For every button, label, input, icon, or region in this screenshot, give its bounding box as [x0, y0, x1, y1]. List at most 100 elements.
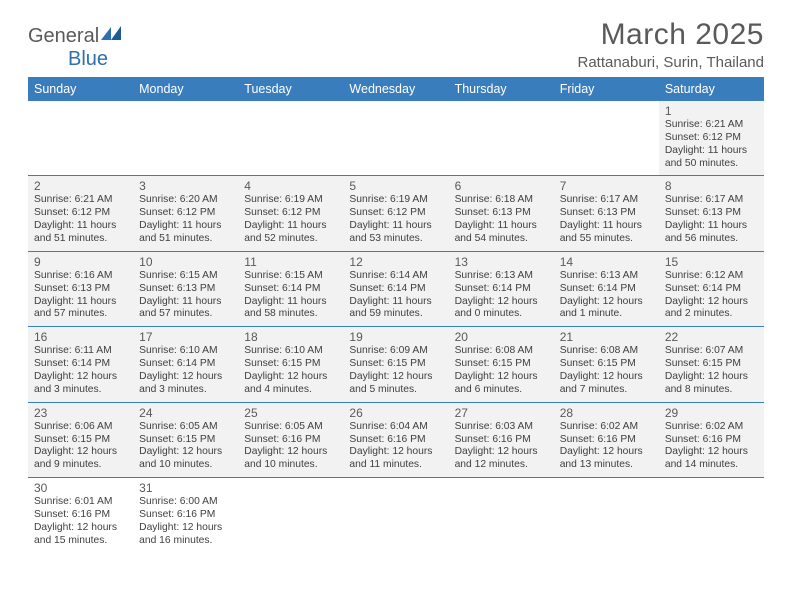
calendar-day-cell: 14Sunrise: 6:13 AM Sunset: 6:14 PM Dayli…	[554, 252, 659, 326]
logo-word-blue: Blue	[68, 48, 108, 70]
logo: GeneralBlue	[28, 24, 123, 71]
calendar-day-cell: 15Sunrise: 6:12 AM Sunset: 6:14 PM Dayli…	[659, 252, 764, 326]
calendar-day-cell: 3Sunrise: 6:20 AM Sunset: 6:12 PM Daylig…	[133, 176, 238, 250]
day-number: 7	[560, 179, 653, 193]
day-number: 17	[139, 330, 232, 344]
day-number: 5	[349, 179, 442, 193]
calendar-empty-cell	[554, 101, 659, 175]
day-number: 13	[455, 255, 548, 269]
weekday-header: Friday	[554, 77, 659, 101]
day-number: 6	[455, 179, 548, 193]
location-text: Rattanaburi, Surin, Thailand	[577, 54, 764, 71]
day-detail-text: Sunrise: 6:05 AM Sunset: 6:16 PM Dayligh…	[244, 421, 337, 472]
day-detail-text: Sunrise: 6:19 AM Sunset: 6:12 PM Dayligh…	[244, 194, 337, 245]
day-number: 9	[34, 255, 127, 269]
day-number: 20	[455, 330, 548, 344]
day-number: 2	[34, 179, 127, 193]
calendar-day-cell: 7Sunrise: 6:17 AM Sunset: 6:13 PM Daylig…	[554, 176, 659, 250]
title-block: March 2025 Rattanaburi, Surin, Thailand	[577, 18, 764, 71]
logo-mark-icon	[101, 24, 123, 40]
calendar-body: 1Sunrise: 6:21 AM Sunset: 6:12 PM Daylig…	[28, 101, 764, 553]
day-number: 25	[244, 406, 337, 420]
calendar-week-row: 1Sunrise: 6:21 AM Sunset: 6:12 PM Daylig…	[28, 101, 764, 176]
day-number: 31	[139, 481, 232, 495]
day-number: 27	[455, 406, 548, 420]
calendar-day-cell: 24Sunrise: 6:05 AM Sunset: 6:15 PM Dayli…	[133, 403, 238, 477]
month-title: March 2025	[577, 18, 764, 52]
calendar-empty-cell	[449, 478, 554, 552]
day-detail-text: Sunrise: 6:20 AM Sunset: 6:12 PM Dayligh…	[139, 194, 232, 245]
day-detail-text: Sunrise: 6:10 AM Sunset: 6:15 PM Dayligh…	[244, 345, 337, 396]
calendar-day-cell: 30Sunrise: 6:01 AM Sunset: 6:16 PM Dayli…	[28, 478, 133, 552]
day-number: 14	[560, 255, 653, 269]
day-number: 12	[349, 255, 442, 269]
day-number: 8	[665, 179, 758, 193]
day-number: 23	[34, 406, 127, 420]
calendar-empty-cell	[28, 101, 133, 175]
day-number: 11	[244, 255, 337, 269]
calendar-day-cell: 23Sunrise: 6:06 AM Sunset: 6:15 PM Dayli…	[28, 403, 133, 477]
day-detail-text: Sunrise: 6:17 AM Sunset: 6:13 PM Dayligh…	[560, 194, 653, 245]
day-number: 1	[665, 104, 758, 118]
day-detail-text: Sunrise: 6:06 AM Sunset: 6:15 PM Dayligh…	[34, 421, 127, 472]
page-header: GeneralBlue March 2025 Rattanaburi, Suri…	[28, 18, 764, 71]
logo-word-general: General	[28, 25, 99, 47]
day-detail-text: Sunrise: 6:15 AM Sunset: 6:13 PM Dayligh…	[139, 270, 232, 321]
calendar-empty-cell	[238, 478, 343, 552]
calendar-day-cell: 5Sunrise: 6:19 AM Sunset: 6:12 PM Daylig…	[343, 176, 448, 250]
day-detail-text: Sunrise: 6:02 AM Sunset: 6:16 PM Dayligh…	[665, 421, 758, 472]
calendar-day-cell: 1Sunrise: 6:21 AM Sunset: 6:12 PM Daylig…	[659, 101, 764, 175]
weekday-header-row: SundayMondayTuesdayWednesdayThursdayFrid…	[28, 77, 764, 101]
day-number: 24	[139, 406, 232, 420]
day-number: 21	[560, 330, 653, 344]
day-detail-text: Sunrise: 6:13 AM Sunset: 6:14 PM Dayligh…	[560, 270, 653, 321]
day-detail-text: Sunrise: 6:14 AM Sunset: 6:14 PM Dayligh…	[349, 270, 442, 321]
day-number: 28	[560, 406, 653, 420]
day-detail-text: Sunrise: 6:02 AM Sunset: 6:16 PM Dayligh…	[560, 421, 653, 472]
calendar-day-cell: 10Sunrise: 6:15 AM Sunset: 6:13 PM Dayli…	[133, 252, 238, 326]
calendar-day-cell: 6Sunrise: 6:18 AM Sunset: 6:13 PM Daylig…	[449, 176, 554, 250]
calendar-day-cell: 18Sunrise: 6:10 AM Sunset: 6:15 PM Dayli…	[238, 327, 343, 401]
logo-text: GeneralBlue	[28, 24, 123, 71]
calendar-empty-cell	[449, 101, 554, 175]
calendar-day-cell: 28Sunrise: 6:02 AM Sunset: 6:16 PM Dayli…	[554, 403, 659, 477]
day-detail-text: Sunrise: 6:21 AM Sunset: 6:12 PM Dayligh…	[665, 119, 758, 170]
calendar-day-cell: 17Sunrise: 6:10 AM Sunset: 6:14 PM Dayli…	[133, 327, 238, 401]
day-detail-text: Sunrise: 6:12 AM Sunset: 6:14 PM Dayligh…	[665, 270, 758, 321]
calendar-day-cell: 4Sunrise: 6:19 AM Sunset: 6:12 PM Daylig…	[238, 176, 343, 250]
weekday-header: Sunday	[28, 77, 133, 101]
calendar-week-row: 16Sunrise: 6:11 AM Sunset: 6:14 PM Dayli…	[28, 327, 764, 402]
day-number: 26	[349, 406, 442, 420]
calendar-day-cell: 31Sunrise: 6:00 AM Sunset: 6:16 PM Dayli…	[133, 478, 238, 552]
calendar-day-cell: 26Sunrise: 6:04 AM Sunset: 6:16 PM Dayli…	[343, 403, 448, 477]
day-number: 30	[34, 481, 127, 495]
calendar-page: GeneralBlue March 2025 Rattanaburi, Suri…	[0, 0, 792, 612]
day-number: 18	[244, 330, 337, 344]
day-number: 19	[349, 330, 442, 344]
day-detail-text: Sunrise: 6:08 AM Sunset: 6:15 PM Dayligh…	[560, 345, 653, 396]
day-detail-text: Sunrise: 6:09 AM Sunset: 6:15 PM Dayligh…	[349, 345, 442, 396]
weekday-header: Saturday	[659, 77, 764, 101]
weekday-header: Thursday	[449, 77, 554, 101]
day-number: 22	[665, 330, 758, 344]
day-detail-text: Sunrise: 6:21 AM Sunset: 6:12 PM Dayligh…	[34, 194, 127, 245]
calendar-week-row: 30Sunrise: 6:01 AM Sunset: 6:16 PM Dayli…	[28, 478, 764, 552]
day-detail-text: Sunrise: 6:03 AM Sunset: 6:16 PM Dayligh…	[455, 421, 548, 472]
calendar-day-cell: 2Sunrise: 6:21 AM Sunset: 6:12 PM Daylig…	[28, 176, 133, 250]
day-detail-text: Sunrise: 6:17 AM Sunset: 6:13 PM Dayligh…	[665, 194, 758, 245]
day-number: 3	[139, 179, 232, 193]
day-number: 15	[665, 255, 758, 269]
day-detail-text: Sunrise: 6:15 AM Sunset: 6:14 PM Dayligh…	[244, 270, 337, 321]
calendar-day-cell: 19Sunrise: 6:09 AM Sunset: 6:15 PM Dayli…	[343, 327, 448, 401]
calendar-week-row: 2Sunrise: 6:21 AM Sunset: 6:12 PM Daylig…	[28, 176, 764, 251]
calendar-day-cell: 27Sunrise: 6:03 AM Sunset: 6:16 PM Dayli…	[449, 403, 554, 477]
weekday-header: Monday	[133, 77, 238, 101]
day-detail-text: Sunrise: 6:07 AM Sunset: 6:15 PM Dayligh…	[665, 345, 758, 396]
day-detail-text: Sunrise: 6:10 AM Sunset: 6:14 PM Dayligh…	[139, 345, 232, 396]
calendar-week-row: 9Sunrise: 6:16 AM Sunset: 6:13 PM Daylig…	[28, 252, 764, 327]
day-detail-text: Sunrise: 6:00 AM Sunset: 6:16 PM Dayligh…	[139, 496, 232, 547]
calendar-week-row: 23Sunrise: 6:06 AM Sunset: 6:15 PM Dayli…	[28, 403, 764, 478]
day-number: 29	[665, 406, 758, 420]
day-number: 10	[139, 255, 232, 269]
day-detail-text: Sunrise: 6:04 AM Sunset: 6:16 PM Dayligh…	[349, 421, 442, 472]
